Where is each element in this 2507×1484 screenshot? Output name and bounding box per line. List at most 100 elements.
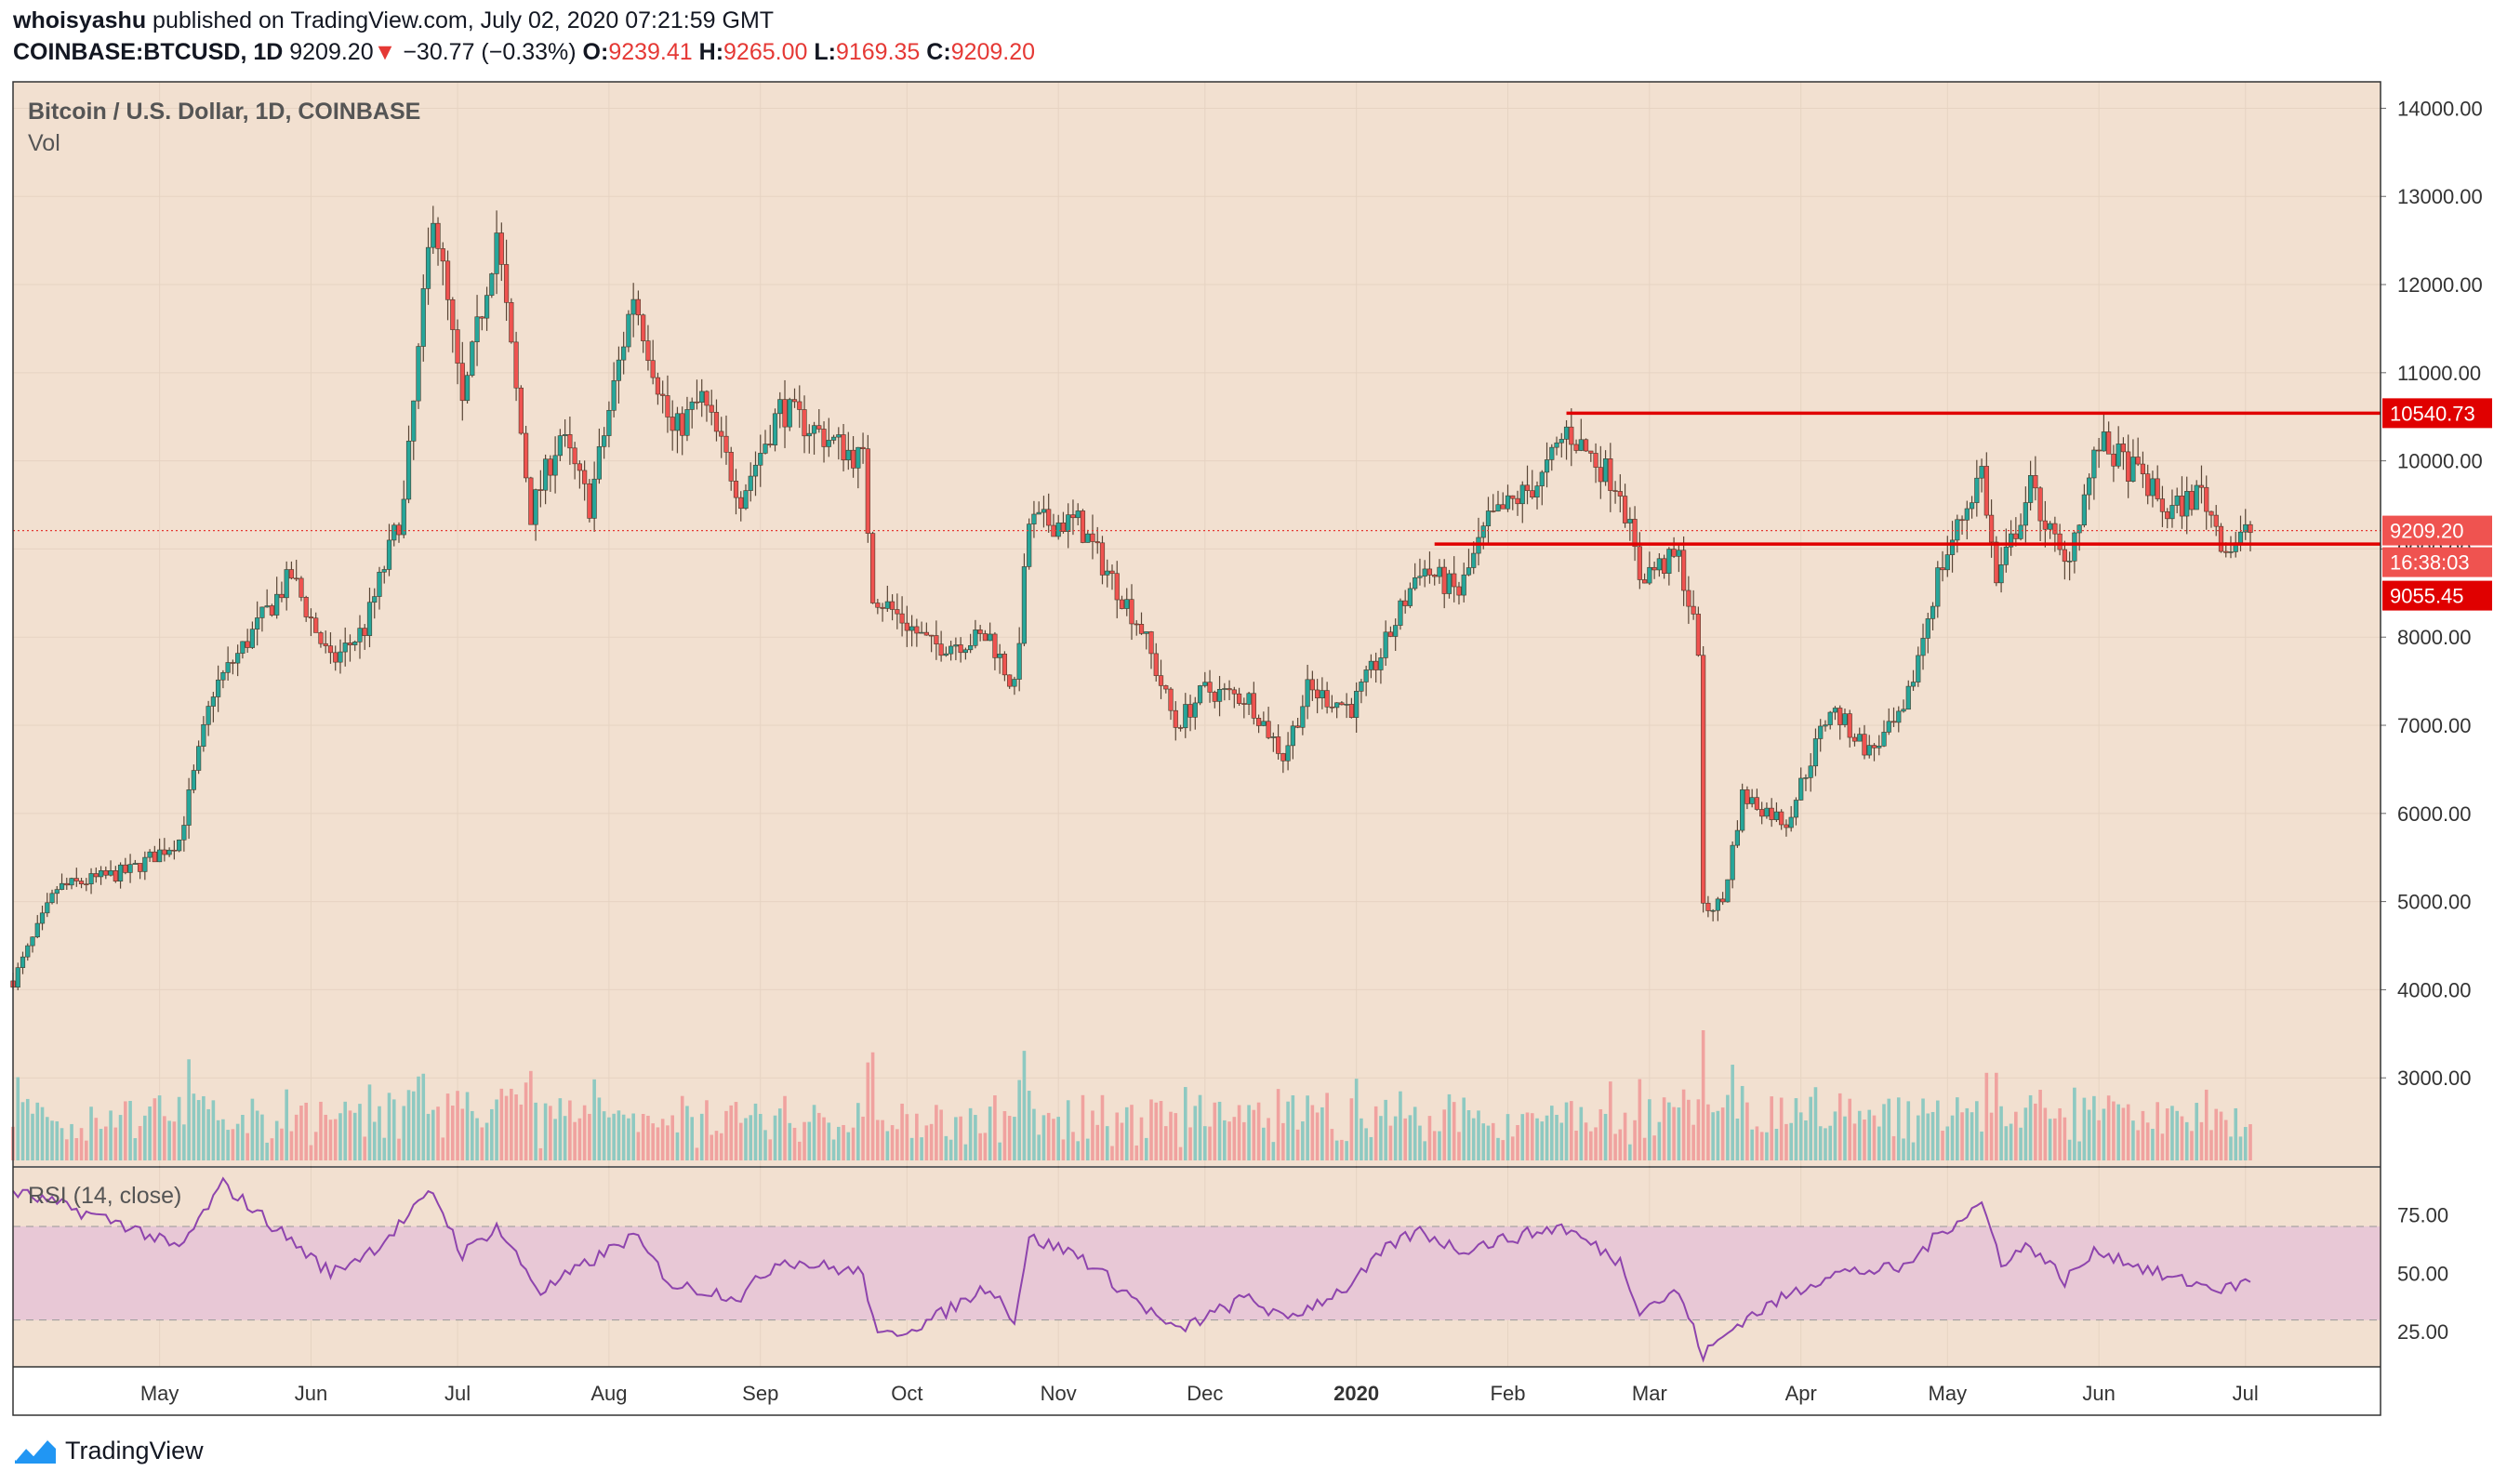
volume-bar bbox=[148, 1106, 152, 1160]
candle-body bbox=[1300, 706, 1306, 728]
candle-body bbox=[1270, 736, 1276, 738]
volume-bar bbox=[2155, 1102, 2159, 1160]
candle-body bbox=[1027, 523, 1032, 567]
candle-body bbox=[1764, 807, 1770, 817]
volume-bar bbox=[1223, 1120, 1227, 1160]
volume-bar bbox=[304, 1102, 308, 1160]
volume-bar bbox=[480, 1127, 484, 1160]
volume-bar bbox=[411, 1091, 416, 1160]
footer-brand[interactable]: TradingView bbox=[65, 1436, 204, 1464]
candle-body bbox=[1910, 682, 1917, 687]
price-tick-label: 11000.00 bbox=[2397, 362, 2481, 385]
volume-bar bbox=[348, 1110, 352, 1160]
candle-body bbox=[2213, 514, 2219, 527]
candle-body bbox=[791, 399, 798, 403]
high-label: H: bbox=[698, 39, 724, 65]
volume-bar bbox=[196, 1100, 201, 1160]
candle-body bbox=[1290, 725, 1295, 747]
volume-bar bbox=[55, 1120, 60, 1160]
volume-bar bbox=[475, 1118, 479, 1160]
volume-bar bbox=[1999, 1106, 2003, 1160]
volume-bar bbox=[1555, 1114, 1559, 1160]
volume-bar bbox=[280, 1128, 284, 1160]
volume-bar bbox=[1134, 1145, 1139, 1160]
candle-body bbox=[1246, 693, 1252, 705]
candle-body bbox=[1202, 682, 1208, 686]
author-name[interactable]: whoisyashu bbox=[13, 7, 147, 33]
volume-bar bbox=[1789, 1122, 1793, 1160]
candle-body bbox=[2028, 475, 2034, 503]
candle-body bbox=[2150, 478, 2155, 497]
volume-bar bbox=[1691, 1124, 1695, 1160]
candle-body bbox=[1647, 566, 1652, 584]
volume-bar bbox=[1438, 1131, 1441, 1160]
candle-body bbox=[1329, 706, 1334, 709]
candle-body bbox=[2008, 533, 2014, 548]
volume-bar bbox=[460, 1108, 465, 1160]
volume-bar bbox=[2019, 1127, 2023, 1160]
candle-body bbox=[968, 644, 974, 651]
candle-body bbox=[626, 313, 631, 348]
candle-body bbox=[1231, 689, 1237, 695]
candle-body bbox=[1534, 485, 1540, 497]
candle-body bbox=[1881, 732, 1887, 747]
volume-bar bbox=[1217, 1101, 1222, 1160]
level-lines[interactable] bbox=[13, 411, 2381, 546]
volume-bar bbox=[2082, 1097, 2087, 1160]
candle-body bbox=[1812, 738, 1819, 767]
volume-bar bbox=[2009, 1123, 2013, 1160]
volume-bar bbox=[2248, 1124, 2252, 1160]
candle-body bbox=[738, 497, 744, 510]
volume-bar bbox=[1149, 1099, 1153, 1160]
candle-body bbox=[123, 864, 128, 873]
volume-bar bbox=[993, 1095, 997, 1160]
volume-bar bbox=[1902, 1138, 1905, 1160]
rsi-plot bbox=[12, 1176, 2251, 1363]
candle-body bbox=[1173, 709, 1178, 728]
candle-body bbox=[694, 401, 700, 404]
candle-body bbox=[73, 878, 79, 881]
volume-bar bbox=[1574, 1130, 1578, 1160]
candle-body bbox=[1871, 745, 1877, 749]
candle-body bbox=[1012, 679, 1017, 687]
high-value: 9265.00 bbox=[723, 39, 808, 65]
time-tick-label: Apr bbox=[1785, 1382, 1817, 1405]
volume-bar bbox=[1232, 1117, 1237, 1160]
candle-body bbox=[1348, 704, 1354, 718]
volume-bar bbox=[441, 1137, 445, 1160]
candle-body bbox=[30, 936, 35, 947]
volume-bar bbox=[1457, 1132, 1461, 1160]
price-tick-label: 4000.00 bbox=[2397, 978, 2472, 1001]
chart-canvas[interactable]: 3000.00 4000.00 5000.00 6000.00 7000.00 8000.… bbox=[0, 0, 2507, 1423]
candle-body bbox=[2228, 551, 2234, 553]
candle-body bbox=[1452, 573, 1457, 588]
volume-bar bbox=[631, 1113, 635, 1160]
volume-bar bbox=[627, 1118, 630, 1160]
candle-body bbox=[587, 483, 592, 519]
volume-bar bbox=[1452, 1102, 1456, 1160]
volume-bar bbox=[1061, 1139, 1066, 1160]
volume-bar bbox=[35, 1102, 40, 1160]
volume-bar bbox=[1369, 1136, 1373, 1160]
volume-bar bbox=[2209, 1130, 2213, 1160]
volume-bar bbox=[948, 1139, 953, 1160]
candle-body bbox=[1524, 484, 1531, 491]
candle-body bbox=[1261, 721, 1267, 726]
volume-bar bbox=[924, 1125, 929, 1160]
price-tick-label: 7000.00 bbox=[2397, 714, 2472, 737]
candle-body bbox=[1612, 490, 1618, 492]
volume-bar bbox=[1095, 1124, 1100, 1160]
volume-bar bbox=[699, 1113, 704, 1160]
volume-bar bbox=[333, 1119, 338, 1160]
volume-bar bbox=[617, 1110, 621, 1160]
volume-bar bbox=[1091, 1110, 1094, 1160]
volume-bar bbox=[592, 1079, 596, 1160]
volume-bar bbox=[1930, 1111, 1935, 1160]
price-tick-label: 10000.00 bbox=[2397, 450, 2483, 473]
price-tick-label: 5000.00 bbox=[2397, 891, 2472, 914]
candle-body bbox=[904, 622, 909, 631]
tradingview-logo-icon[interactable] bbox=[13, 1436, 58, 1465]
candle-body bbox=[1544, 459, 1550, 473]
candle-body bbox=[259, 606, 265, 618]
rsi-overbought-oversold-band bbox=[13, 1226, 2381, 1320]
